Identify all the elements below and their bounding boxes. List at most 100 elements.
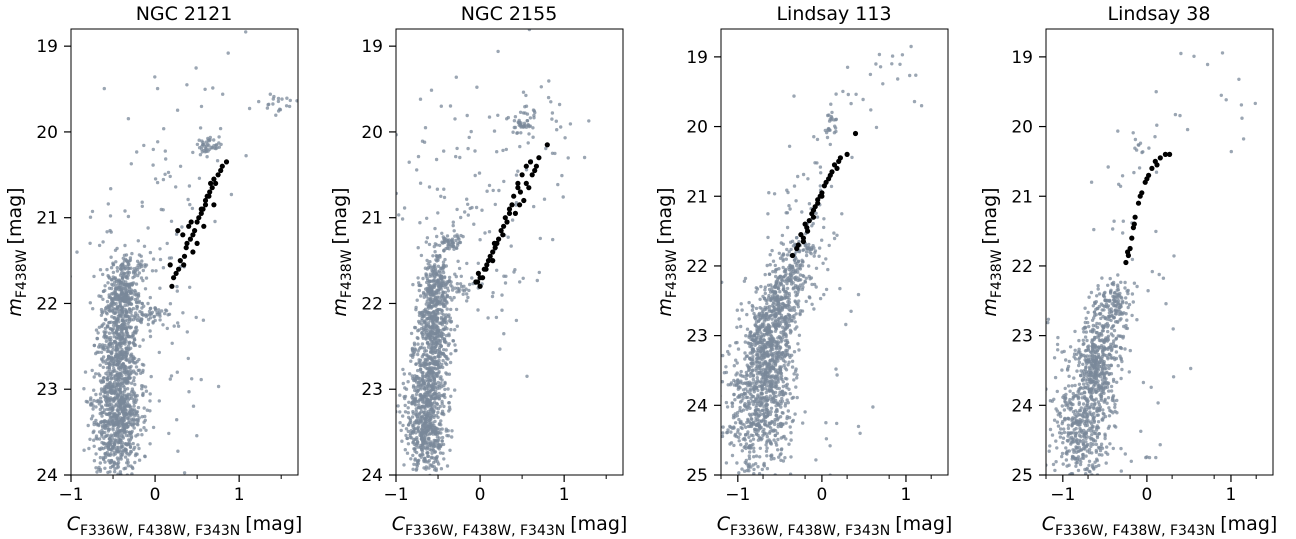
field-star-point: [774, 443, 779, 447]
field-star-point: [436, 410, 440, 415]
field-star-point: [129, 346, 133, 350]
field-star-point: [424, 366, 428, 370]
field-star-point: [515, 131, 520, 135]
field-star-point: [737, 435, 741, 440]
field-star-point: [518, 144, 522, 149]
field-star-point: [417, 398, 422, 402]
field-star-point: [751, 437, 756, 441]
field-star-point: [779, 295, 783, 299]
field-star-point: [212, 138, 216, 142]
field-star-point: [803, 280, 808, 284]
field-star-point: [446, 343, 451, 348]
field-star-point: [125, 480, 128, 483]
field-star-point: [82, 448, 86, 452]
field-star-point: [134, 325, 139, 329]
field-star-point: [438, 376, 442, 381]
field-star-point: [116, 408, 120, 413]
field-star-point: [113, 340, 118, 345]
field-star-point: [91, 307, 95, 311]
field-star-point: [134, 330, 138, 334]
field-star-point: [755, 357, 759, 361]
field-star-point: [214, 146, 218, 151]
field-star-point: [129, 266, 133, 270]
field-star-point: [99, 307, 104, 312]
field-star-point: [417, 288, 421, 293]
field-star-point: [524, 168, 529, 172]
field-star-point: [440, 231, 444, 235]
field-star-point: [109, 385, 114, 389]
field-star-point: [451, 339, 455, 343]
field-star-point: [424, 375, 429, 379]
field-star-point: [429, 411, 433, 416]
field-star-point: [435, 234, 439, 239]
field-star-point: [133, 371, 137, 375]
field-star-point: [415, 298, 419, 302]
field-star-point: [439, 419, 443, 423]
field-star-point: [191, 404, 196, 408]
field-star-point: [274, 113, 278, 117]
field-star-point: [123, 342, 127, 346]
field-star-point: [784, 421, 788, 425]
field-star-point: [106, 433, 110, 437]
field-star-point: [411, 453, 415, 458]
field-star-point: [101, 365, 106, 369]
field-star-point: [754, 342, 759, 346]
field-star-point: [119, 481, 122, 484]
field-star-point: [109, 351, 114, 356]
field-star-point: [452, 229, 456, 233]
field-star-point: [761, 294, 765, 299]
field-star-point: [123, 257, 128, 261]
field-star-point: [455, 246, 459, 250]
field-star-point: [786, 409, 790, 413]
field-star-point: [513, 115, 518, 119]
field-star-point: [420, 139, 425, 143]
field-star-point: [725, 430, 730, 435]
field-star-point: [440, 317, 444, 321]
field-star-point: [404, 427, 409, 431]
field-star-point: [730, 453, 735, 458]
field-star-point: [439, 274, 443, 278]
field-star-point: [397, 213, 401, 217]
field-star-point: [101, 425, 105, 429]
field-star-point: [426, 445, 430, 449]
field-star-point: [752, 455, 756, 459]
field-star-point: [414, 409, 418, 414]
field-star-point: [776, 371, 780, 375]
field-star-point: [126, 214, 131, 219]
field-star-point: [790, 419, 795, 424]
field-star-point: [108, 414, 112, 418]
field-star-point: [794, 312, 798, 316]
field-star-point: [83, 370, 88, 374]
field-star-point: [200, 139, 204, 143]
highlight-star-point: [202, 202, 209, 208]
field-star-point: [95, 437, 99, 441]
field-star-point: [126, 293, 130, 298]
field-star-point: [94, 372, 98, 376]
highlight-star-point: [484, 262, 490, 268]
field-star-point: [416, 276, 420, 280]
field-star-point: [144, 389, 149, 393]
field-star-point: [455, 324, 459, 328]
panel-title: NGC 2155: [461, 3, 558, 25]
field-star-point: [772, 422, 777, 427]
field-star-point: [121, 325, 125, 330]
field-star-point: [116, 461, 121, 465]
highlight-star-point: [211, 202, 217, 208]
field-star-point: [124, 376, 129, 380]
highlight-star-point: [475, 279, 481, 285]
field-star-point: [111, 407, 115, 411]
field-star-point: [123, 455, 128, 459]
field-star-point: [761, 375, 766, 380]
field-star-point: [144, 263, 149, 267]
field-star-point: [526, 141, 530, 145]
field-star-point: [754, 412, 759, 416]
field-star-point: [443, 395, 447, 400]
field-star-point: [185, 83, 189, 87]
field-star-point: [175, 418, 179, 422]
field-star-point: [107, 480, 110, 483]
field-star-point: [798, 273, 803, 277]
field-star-point: [120, 275, 125, 280]
field-star-point: [780, 396, 784, 401]
field-star-point: [804, 299, 808, 304]
field-star-point: [414, 362, 418, 366]
